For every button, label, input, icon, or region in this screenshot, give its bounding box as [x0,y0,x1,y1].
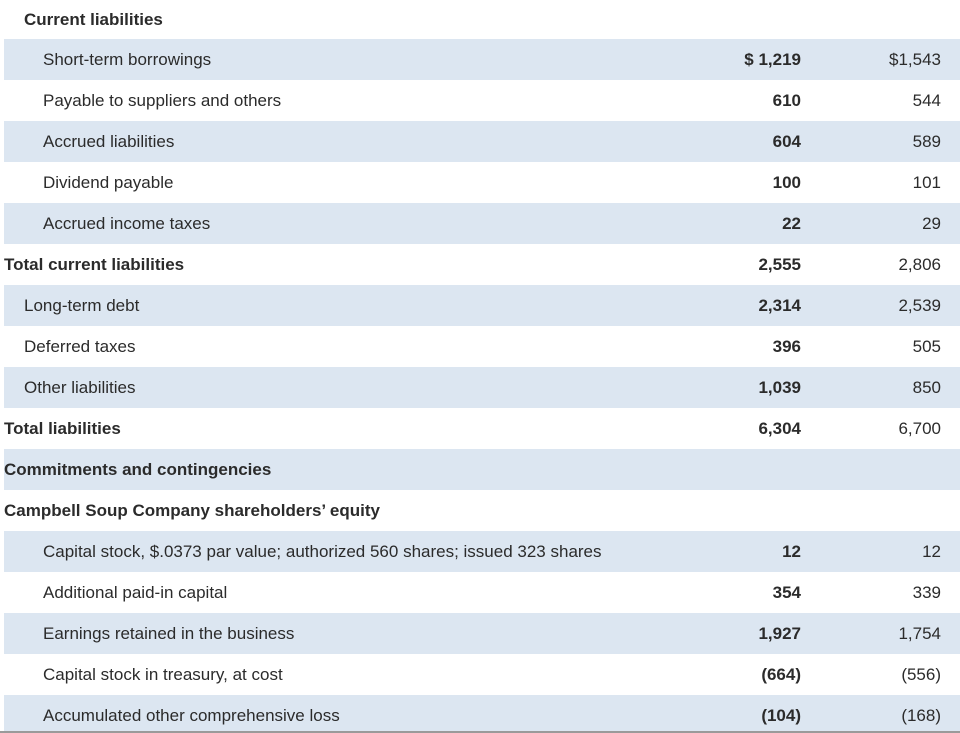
bottom-divider [0,731,960,733]
prior-year-value: 850 [801,367,941,408]
row-spacer [941,203,960,244]
current-year-value: 604 [663,121,801,162]
row-spacer [941,121,960,162]
table-row: Accumulated other comprehensive loss (104… [4,695,960,733]
prior-year-value: (168) [801,695,941,733]
row-label: Dividend payable [43,172,174,192]
row-spacer [941,613,960,654]
current-year-value: (664) [761,664,801,684]
current-year-value: 354 [772,582,801,602]
current-year-value: 12 [663,531,801,572]
row-label: Other liabilities [4,367,663,408]
current-year-value: 6,304 [758,418,801,438]
current-year-value [663,449,801,490]
row-label: Long-term debt [4,285,663,326]
table-row: Accrued liabilities 604 589 [4,121,960,162]
table-row: Additional paid-in capital 354 339 [4,572,960,613]
table-row: Short-term borrowings $ 1,219 $1,543 [4,39,960,80]
row-spacer [941,490,960,531]
row-spacer [941,367,960,408]
row-spacer [941,39,960,80]
prior-year-value: 505 [912,336,941,356]
current-year-value: (104) [663,695,801,733]
prior-year-value: 1,754 [801,613,941,654]
table-row: Deferred taxes 396 505 [4,326,960,367]
row-spacer [941,326,960,367]
table-row: Long-term debt 2,314 2,539 [4,285,960,326]
prior-year-value: 101 [912,172,941,192]
row-spacer [941,285,960,326]
current-year-value [663,490,801,531]
row-spacer [941,695,960,733]
table-row: Accrued income taxes 22 29 [4,203,960,244]
prior-year-value: 6,700 [898,418,941,438]
current-year-value: $ 1,219 [663,39,801,80]
prior-year-value: 2,806 [898,254,941,274]
row-label: Short-term borrowings [4,39,663,80]
row-spacer [941,572,960,613]
row-spacer [941,408,960,449]
table-row: Earnings retained in the business 1,927 1,… [4,613,960,654]
section-heading-current-liabilities: Current liabilities [24,9,163,29]
table-row: Capital stock in treasury, at cost (664) (… [4,654,960,695]
current-year-value: 396 [772,336,801,356]
row-label: Accrued liabilities [4,121,663,162]
prior-year-value: 339 [912,582,941,602]
table-body: Short-term borrowings $ 1,219 $1,543 Payabl… [4,39,960,733]
row-spacer [941,244,960,285]
current-year-value: 100 [772,172,801,192]
row-label: Campbell Soup Company shareholders’ equi… [4,500,380,520]
row-label: Accrued income taxes [4,203,663,244]
current-year-value: 22 [663,203,801,244]
row-spacer [941,80,960,121]
row-label: Capital stock in treasury, at cost [43,664,283,684]
prior-year-value: 544 [912,90,941,110]
prior-year-value: (556) [901,664,941,684]
prior-year-value: 2,539 [801,285,941,326]
row-spacer [941,162,960,203]
row-label: Payable to suppliers and others [43,90,282,110]
prior-year-value: $1,543 [801,39,941,80]
row-label: Accumulated other comprehensive loss [4,695,663,733]
current-year-value: 1,039 [663,367,801,408]
prior-year-value [801,449,941,490]
row-label: Total liabilities [4,418,121,438]
row-spacer [941,654,960,695]
current-year-value: 2,555 [758,254,801,274]
row-label: Additional paid-in capital [43,582,228,602]
row-label: Deferred taxes [24,336,136,356]
table-row: Total liabilities 6,304 6,700 [4,408,960,449]
liabilities-equity-table: Short-term borrowings $ 1,219 $1,543 Payabl… [4,39,960,733]
row-label: Commitments and contingencies [4,449,663,490]
current-year-value: 610 [772,90,801,110]
prior-year-value [801,490,941,531]
table-row: Dividend payable 100 101 [4,162,960,203]
prior-year-value: 12 [801,531,941,572]
row-label: Earnings retained in the business [4,613,663,654]
current-year-value: 2,314 [663,285,801,326]
table-row: Payable to suppliers and others 610 544 [4,80,960,121]
row-spacer [941,531,960,572]
prior-year-value: 29 [801,203,941,244]
table-row: Capital stock, $.0373 par value; authori… [4,531,960,572]
table-row: Campbell Soup Company shareholders’ equi… [4,490,960,531]
row-label: Capital stock, $.0373 par value; authori… [4,531,663,572]
table-row: Other liabilities 1,039 850 [4,367,960,408]
prior-year-value: 589 [801,121,941,162]
row-spacer [941,449,960,490]
row-label: Total current liabilities [4,254,185,274]
current-year-value: 1,927 [663,613,801,654]
table-row: Commitments and contingencies [4,449,960,490]
table-row: Total current liabilities 2,555 2,806 [4,244,960,285]
